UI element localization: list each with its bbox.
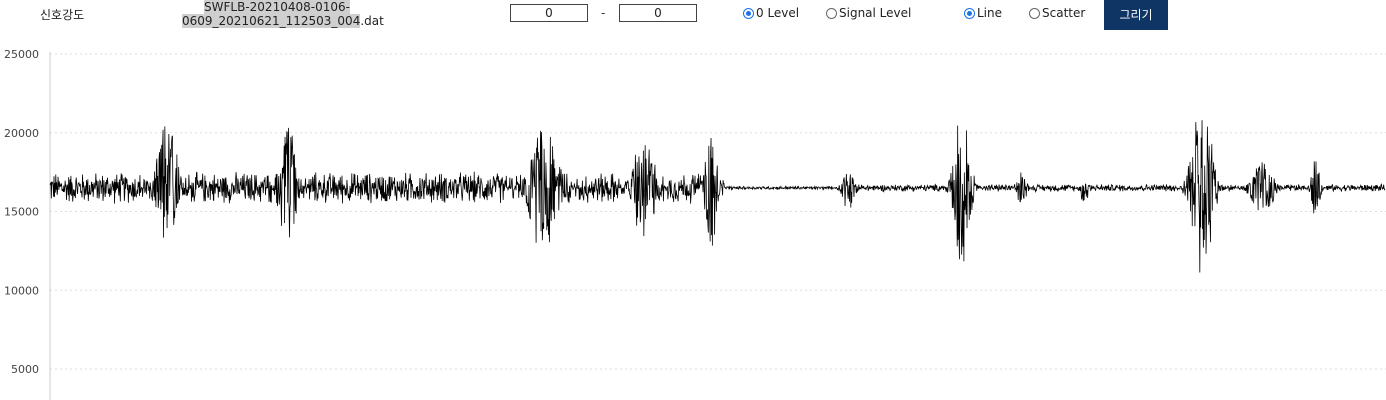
range-separator: - xyxy=(601,6,606,20)
radio-signal-level-label: Signal Level xyxy=(839,6,912,20)
filename-line2-highlight: 0609_20210621_112503_004 xyxy=(182,14,361,28)
filename-extension: .dat xyxy=(360,14,384,28)
filename-label: SWFLB-20210408-0106- 0609_20210621_11250… xyxy=(182,0,384,28)
radio-line-indicator[interactable] xyxy=(964,7,975,19)
radio-signal-level[interactable]: Signal Level xyxy=(826,6,911,20)
y-tick-label-25000: 25000 xyxy=(4,48,39,61)
y-axis-ticks: 5000 10000 15000 20000 25000 xyxy=(4,48,39,376)
radio-zero-level-label: 0 Level xyxy=(756,6,800,20)
radio-zero-level-indicator[interactable] xyxy=(743,7,754,19)
page-title: 신호강도 xyxy=(40,8,85,22)
y-tick-label-20000: 20000 xyxy=(4,127,39,140)
radio-line[interactable]: Line xyxy=(964,6,1002,20)
signal-chart: 5000 10000 15000 20000 25000 xyxy=(4,48,1386,400)
radio-line-label: Line xyxy=(977,6,1003,20)
radio-signal-level-indicator[interactable] xyxy=(826,7,837,19)
y-tick-label-5000: 5000 xyxy=(11,363,39,376)
range-to-input[interactable] xyxy=(619,4,697,22)
radio-scatter[interactable]: Scatter xyxy=(1029,6,1085,20)
radio-scatter-indicator[interactable] xyxy=(1029,7,1040,19)
y-tick-label-10000: 10000 xyxy=(4,284,39,297)
signal-series-line xyxy=(49,120,1386,273)
range-from-input[interactable] xyxy=(510,4,588,22)
filename-line1: SWFLB-20210408-0106- xyxy=(204,0,350,14)
y-tick-label-15000: 15000 xyxy=(4,206,39,219)
draw-button[interactable]: 그리기 xyxy=(1104,0,1168,30)
radio-zero-level[interactable]: 0 Level xyxy=(743,6,799,20)
chart-grid xyxy=(50,53,1386,370)
toolbar: 신호강도 SWFLB-20210408-0106- 0609_20210621_… xyxy=(0,0,1386,34)
radio-scatter-label: Scatter xyxy=(1042,6,1086,20)
